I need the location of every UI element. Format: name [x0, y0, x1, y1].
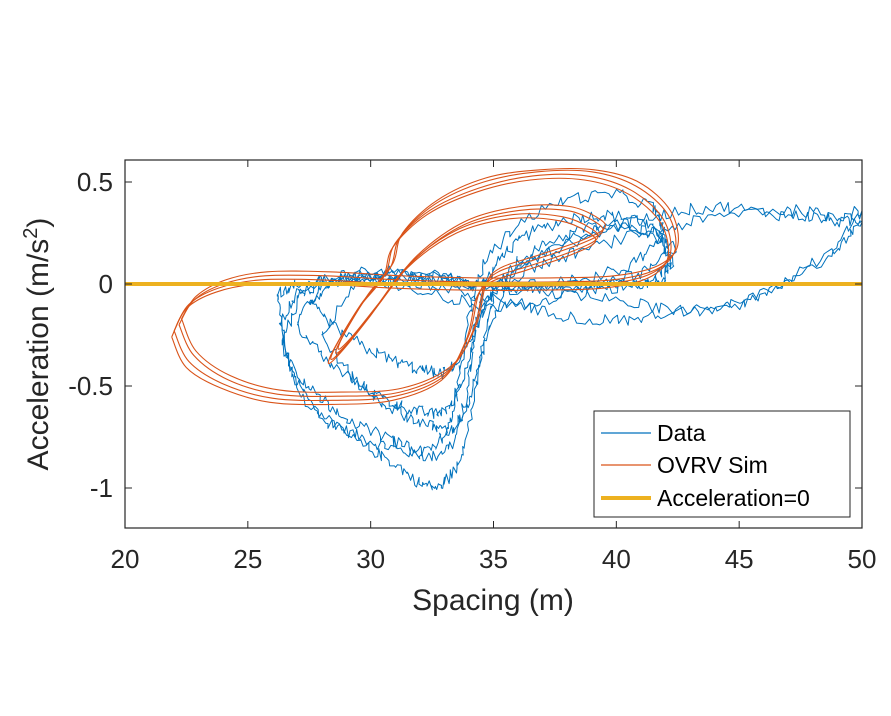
- x-tick-label: 25: [233, 544, 262, 574]
- legend: Data OVRV Sim Acceleration=0: [593, 410, 851, 518]
- sim-series-layer: [171, 167, 679, 406]
- x-axis-title: Spacing (m): [412, 584, 574, 617]
- y-axis-title-end: ): [22, 218, 55, 228]
- sim-series-line-2: [171, 177, 670, 406]
- x-tick-label: 45: [725, 544, 754, 574]
- y-axis-title: Acceleration (m/s2): [20, 218, 55, 471]
- x-tick-label: 40: [602, 544, 631, 574]
- y-tick-label: -0.5: [68, 371, 113, 401]
- x-tick-label: 35: [479, 544, 508, 574]
- data-series-line-0: [278, 209, 672, 462]
- y-tick-label: 0.5: [77, 167, 113, 197]
- x-tick-label: 30: [356, 544, 385, 574]
- y-axis-title-main: Acceleration (m/s: [22, 239, 55, 471]
- y-tick-label: -1: [90, 473, 113, 503]
- y-tick-label: 0: [99, 269, 113, 299]
- x-tick-label: 50: [848, 544, 877, 574]
- data-series-line-1: [281, 217, 675, 491]
- data-series-line-4: [321, 222, 677, 436]
- data-series-line-3: [308, 204, 862, 380]
- sim-series-line-3: [180, 167, 679, 393]
- legend-label-sim: OVRV Sim: [657, 452, 768, 478]
- legend-label-zero: Acceleration=0: [657, 485, 810, 511]
- legend-label-data: Data: [657, 420, 706, 446]
- y-axis-title-superscript: 2: [20, 228, 42, 239]
- y-axis-ticks: 0.5 0 -0.5 -1: [68, 167, 862, 503]
- x-axis-ticks: 20 25 30 35 40 45 50: [111, 160, 877, 574]
- x-tick-label: 20: [111, 544, 140, 574]
